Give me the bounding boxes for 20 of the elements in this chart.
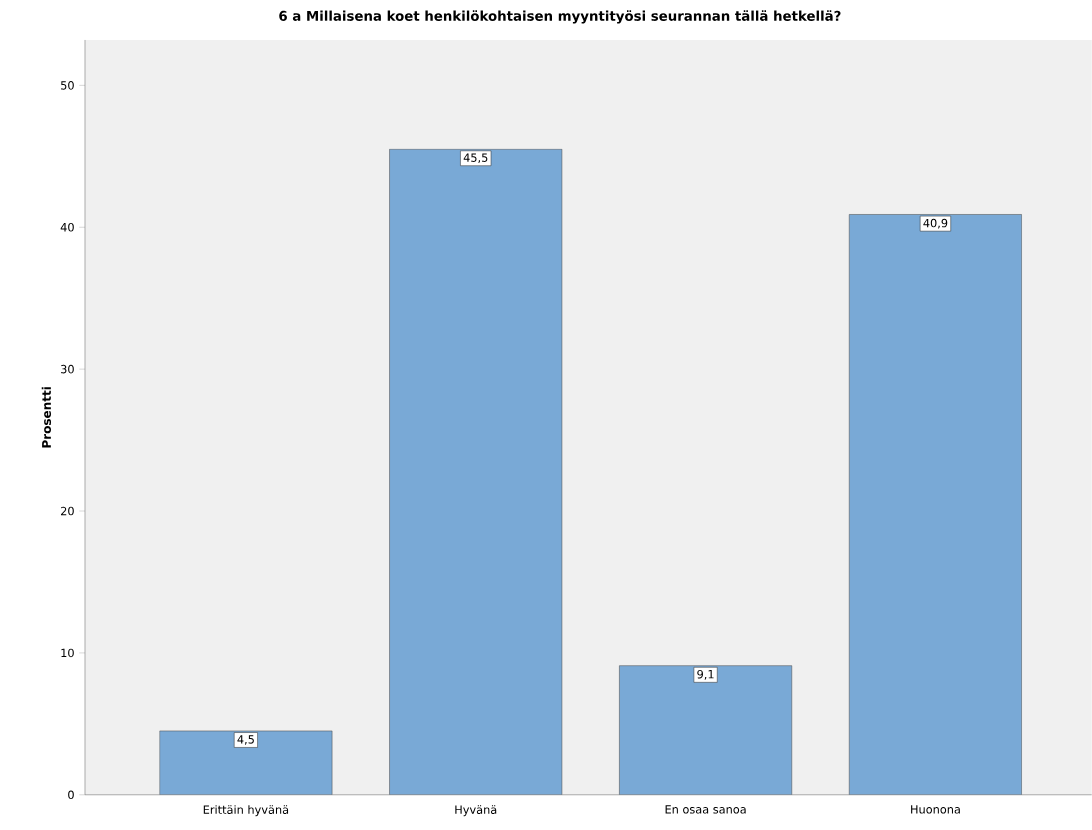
x-tick-label: Hyvänä [455, 805, 497, 817]
y-tick-label: 50 [61, 81, 74, 90]
y-tick-label: 40 [60, 223, 74, 232]
data-label: 45,5 [463, 153, 488, 164]
y-tick-label: 0 [68, 790, 74, 800]
x-tick-label: Huonona [911, 805, 960, 814]
bar [848, 214, 1022, 795]
x-tick-label: Erittäin hyvänä [203, 805, 289, 817]
chart-title: 6 a Millaisena koet henkilökohtaisen myyntityösi seurannan tällä hetkellä? [279, 10, 841, 24]
y-tick-label: 30 [61, 364, 74, 374]
bar [619, 665, 793, 795]
bar [159, 730, 333, 795]
y-tick-label: 10 [61, 648, 74, 658]
data-label: 40,9 [923, 218, 948, 229]
data-label: 9,1 [697, 670, 714, 680]
y-tick-label: 20 [61, 506, 74, 516]
x-tick-label: En osaa sanoa [665, 805, 746, 814]
data-label: 4,5 [237, 735, 254, 745]
y-axis-title: Prosentti [41, 387, 52, 448]
bar [389, 149, 563, 795]
